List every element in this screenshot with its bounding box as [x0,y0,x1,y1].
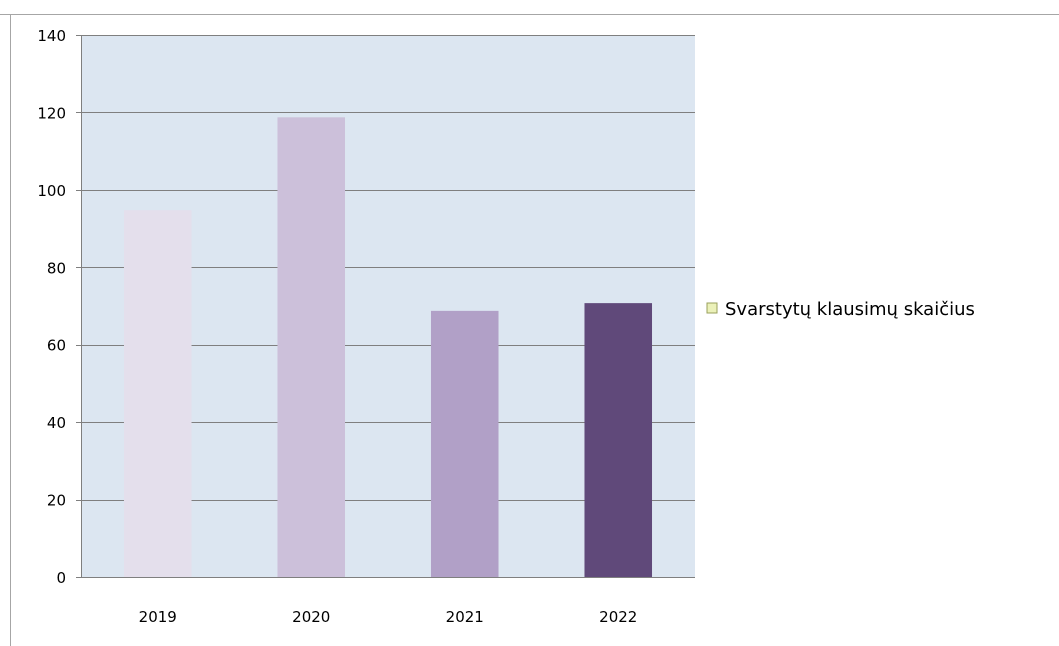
x-tick-label-2021: 2021 [446,608,484,626]
legend-label: Svarstytų klausimų skaičius [725,299,975,320]
y-tick-label-100: 100 [37,182,66,200]
bar-2022 [584,303,653,578]
bar-2019 [123,210,192,578]
bar-2020 [277,117,346,579]
y-tick-label-140: 140 [37,27,66,45]
y-tick-label-0: 0 [56,569,66,587]
bar-2021 [430,310,499,578]
y-tick-label-40: 40 [47,414,66,432]
x-tick-label-2022: 2022 [599,608,637,626]
y-tick-label-120: 120 [37,104,66,122]
bars [123,117,653,579]
y-tick-label-20: 20 [47,492,66,510]
legend-swatch [706,302,718,314]
y-tick-label-60: 60 [47,337,66,355]
legend: Svarstytų klausimų skaičius [706,299,975,320]
y-tick-label-80: 80 [47,259,66,277]
x-tick-label-2020: 2020 [292,608,330,626]
y-axis-ticks: 0 20 40 60 80 100 120 140 [37,27,81,587]
x-axis-ticks: 2019 2020 2021 2022 [139,608,638,626]
x-tick-label-2019: 2019 [139,608,177,626]
